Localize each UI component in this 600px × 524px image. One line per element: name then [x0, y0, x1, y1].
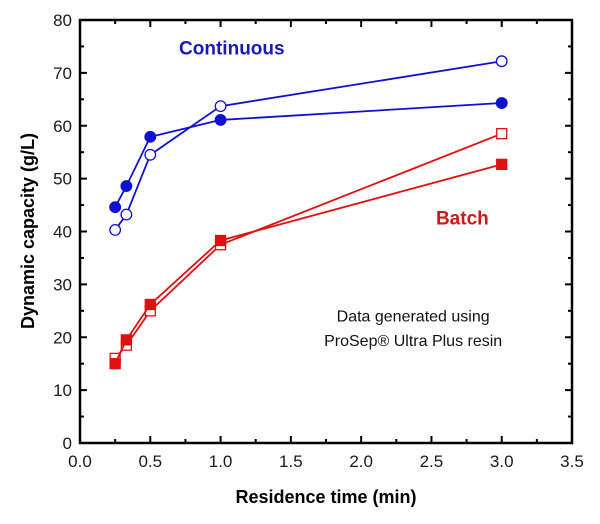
data-point [120, 334, 133, 346]
y-tick-label: 20 [53, 328, 72, 347]
ticks-layer [79, 19, 573, 444]
y-tick-label: 40 [53, 223, 72, 242]
plot-frame [78, 18, 574, 445]
data-point [144, 298, 156, 311]
y-tick-label: 70 [53, 64, 72, 83]
annotations-layer: Continuous Batch Data generated using ProSe… [179, 38, 502, 350]
y-tick-label: 50 [53, 170, 72, 189]
data-point [496, 158, 508, 170]
x-tick-label: 0.0 [68, 452, 92, 471]
series-label-batch: Batch [436, 209, 489, 230]
series-line [114, 60, 502, 231]
y-axis-title: Dynamic capacity (g/L) [18, 133, 38, 329]
series-continuous-filled [109, 97, 508, 214]
x-tick-label: 2.0 [349, 452, 373, 471]
data-point [109, 223, 122, 236]
data-point [496, 128, 508, 140]
tick-labels-layer: 0.0 0.5 1.0 1.5 2.0 2.5 3.0 3.5 0 10 20 30 40 50 60 70 8… [53, 11, 584, 471]
data-point [120, 180, 133, 192]
data-point [214, 234, 227, 247]
y-tick-label: 0 [63, 434, 72, 453]
data-point [144, 148, 157, 161]
series-label-continuous: Continuous [179, 38, 285, 59]
data-point [214, 100, 227, 113]
y-tick-label: 30 [53, 275, 72, 294]
data-point [214, 113, 227, 126]
y-tick-label: 60 [53, 117, 72, 136]
y-tick-label: 10 [53, 381, 72, 400]
data-point [495, 55, 508, 68]
series-line [114, 102, 502, 208]
x-tick-label: 0.5 [138, 452, 162, 471]
x-tick-label: 3.5 [560, 452, 584, 471]
x-tick-label: 1.0 [209, 452, 233, 471]
data-point [109, 358, 121, 370]
note-line: Data generated using [337, 308, 490, 325]
x-tick-label: 2.5 [420, 452, 444, 471]
data-point [109, 201, 122, 214]
series-continuous-open [109, 55, 508, 236]
x-tick-label: 1.5 [279, 452, 303, 471]
x-tick-label: 3.0 [490, 452, 514, 471]
y-tick-label: 80 [53, 11, 72, 30]
x-axis-title: Residence time (min) [235, 487, 416, 507]
data-point [144, 130, 157, 143]
data-point [120, 208, 133, 221]
data-point [495, 97, 508, 109]
series-batch-open [109, 128, 508, 365]
series-layer [109, 55, 508, 370]
note-line: ProSep® Ultra Plus resin [324, 333, 502, 350]
series-batch-filled [109, 158, 508, 370]
